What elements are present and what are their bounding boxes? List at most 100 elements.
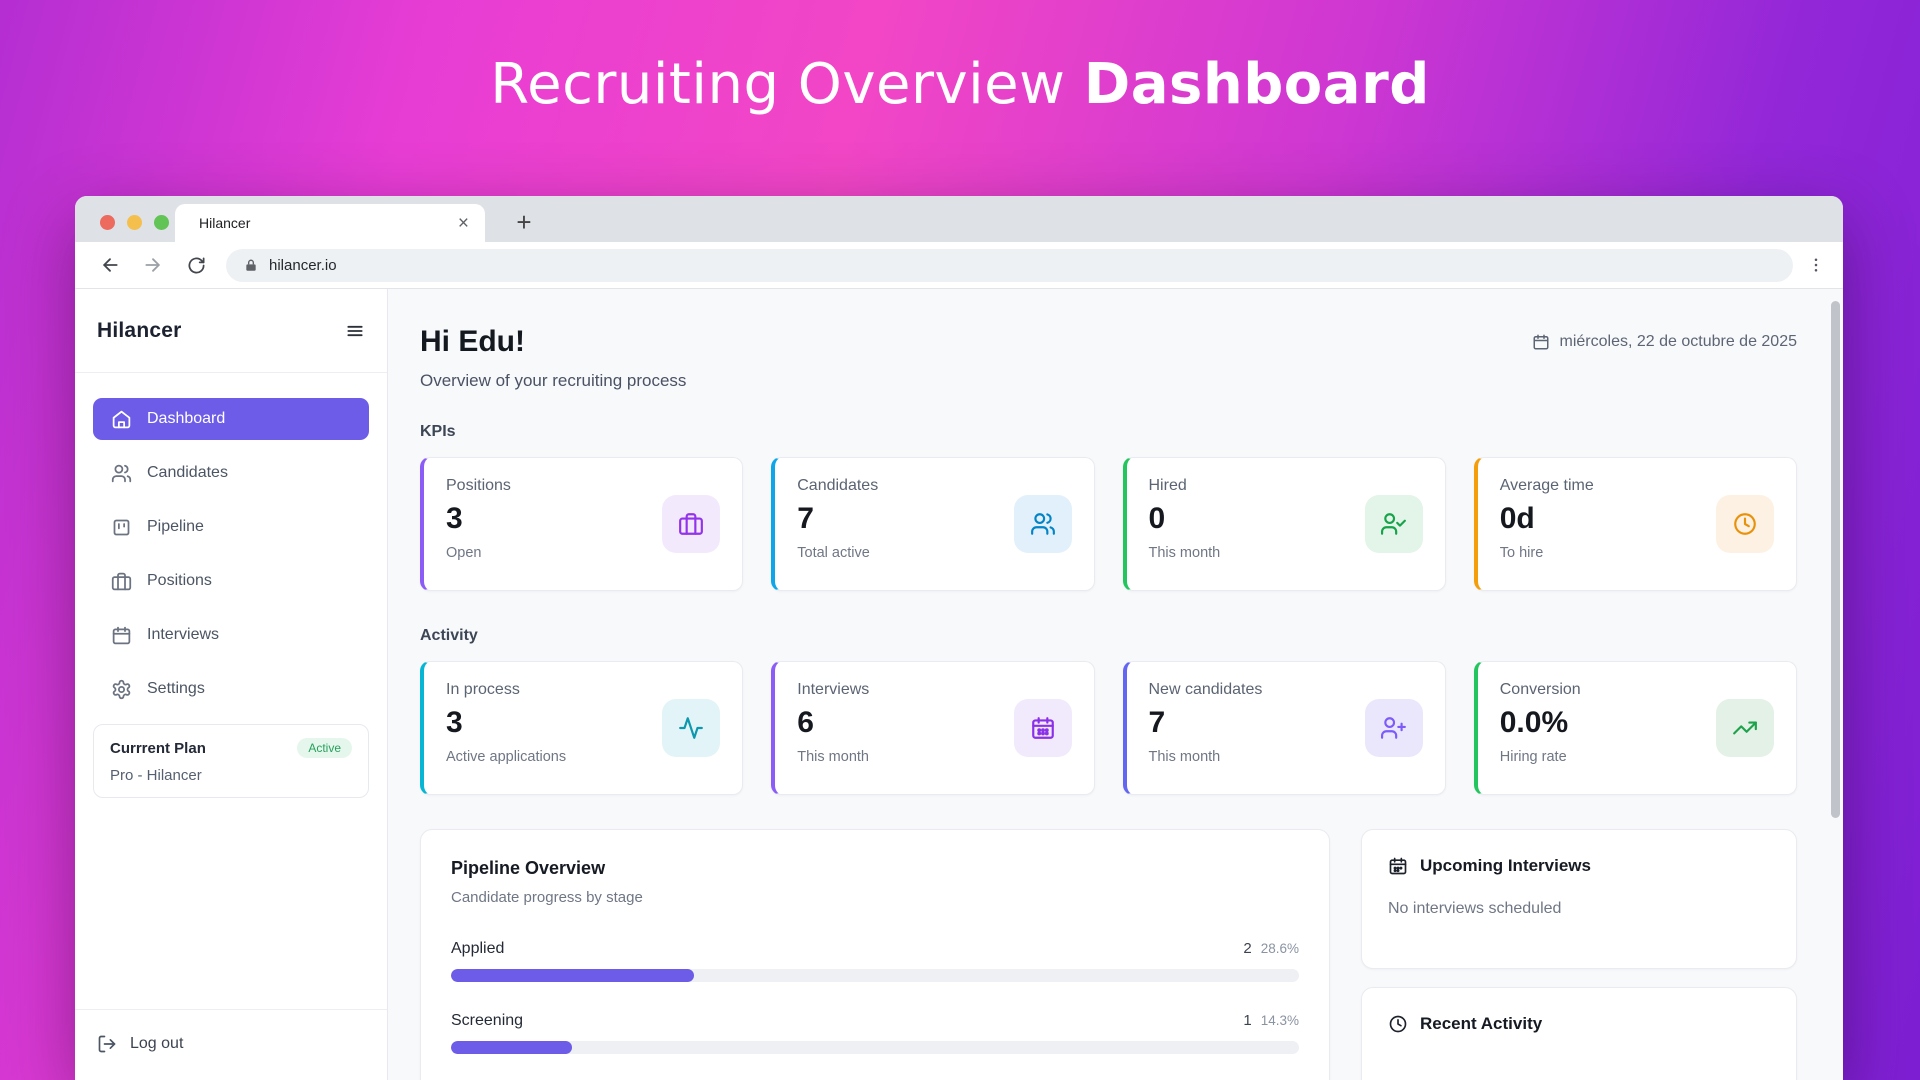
users-icon bbox=[111, 463, 132, 484]
progress-fill bbox=[451, 969, 694, 982]
sidebar-item-label: Pipeline bbox=[147, 518, 204, 535]
sidebar-header: Hilancer bbox=[75, 289, 387, 373]
back-icon[interactable] bbox=[93, 248, 127, 282]
card-subtitle: Open bbox=[446, 545, 482, 561]
activity-card-interviews: Interviews 6 This month bbox=[771, 661, 1095, 795]
kpis-section-label: KPIs bbox=[420, 423, 456, 440]
card-subtitle: This month bbox=[797, 749, 869, 765]
upcoming-interviews-title: Upcoming Interviews bbox=[1420, 856, 1591, 875]
hamburger-menu-icon[interactable] bbox=[345, 321, 365, 341]
stage-count: 2 bbox=[1243, 940, 1252, 957]
sidebar-item-label: Interviews bbox=[147, 626, 220, 643]
sidebar-item-label: Positions bbox=[147, 572, 212, 589]
card-value: 6 bbox=[797, 706, 814, 739]
card-subtitle: Hiring rate bbox=[1499, 749, 1567, 765]
stage-label: Applied bbox=[451, 940, 505, 957]
sidebar-item-candidates[interactable]: Candidates bbox=[93, 452, 369, 494]
main-content: Hi Edu! miércoles, 22 de octubre de 2025… bbox=[388, 289, 1843, 1080]
sidebar-item-label: Candidates bbox=[147, 464, 228, 481]
clock-icon bbox=[1716, 495, 1774, 553]
activity-cards-row: In process 3 Active applications Intervi… bbox=[420, 661, 1797, 795]
pipeline-overview-card: Pipeline Overview Candidate progress by … bbox=[420, 829, 1330, 1080]
close-tab-icon[interactable]: × bbox=[457, 212, 469, 234]
minimize-window-button[interactable] bbox=[127, 215, 142, 230]
user-check-icon bbox=[1364, 495, 1423, 553]
upcoming-interviews-card: Upcoming Interviews No interviews schedu… bbox=[1361, 829, 1797, 969]
pipeline-stage-screening: Screening 1 14.3% bbox=[451, 1012, 1299, 1054]
briefcase-icon bbox=[662, 495, 721, 553]
stage-label: Screening bbox=[451, 1012, 524, 1029]
card-subtitle: Active applications bbox=[446, 749, 567, 765]
stage-percent: 14.3% bbox=[1260, 1013, 1299, 1028]
briefcase-icon bbox=[111, 571, 132, 592]
sidebar-footer: Log out bbox=[75, 1009, 387, 1080]
user-plus-icon bbox=[1364, 699, 1423, 757]
card-title: Average time bbox=[1499, 477, 1594, 494]
card-value: 3 bbox=[446, 502, 463, 535]
forward-icon[interactable] bbox=[136, 248, 170, 282]
pipeline-title: Pipeline Overview bbox=[451, 858, 606, 878]
users-icon bbox=[1013, 495, 1072, 553]
date-text: miércoles, 22 de octubre de 2025 bbox=[1559, 333, 1797, 350]
activity-icon bbox=[662, 699, 721, 757]
page-title-regular: Recruiting Overview bbox=[490, 52, 1066, 117]
close-window-button[interactable] bbox=[100, 215, 115, 230]
no-interviews-text: No interviews scheduled bbox=[1388, 900, 1562, 917]
address-bar[interactable]: hilancer.io bbox=[226, 248, 1793, 282]
sidebar-item-positions[interactable]: Positions bbox=[93, 560, 369, 602]
card-value: 7 bbox=[797, 502, 814, 535]
recent-activity-title: Recent Activity bbox=[1420, 1014, 1543, 1033]
sidebar-item-label: Settings bbox=[147, 680, 205, 697]
zoom-window-button[interactable] bbox=[154, 215, 169, 230]
card-title: New candidates bbox=[1148, 681, 1263, 698]
scrollbar-thumb[interactable] bbox=[1831, 301, 1840, 818]
card-value: 0.0% bbox=[1499, 706, 1569, 739]
url-text: hilancer.io bbox=[269, 256, 337, 274]
logout-button[interactable]: Log out bbox=[97, 1034, 365, 1054]
brand-logo: Hilancer bbox=[97, 318, 182, 342]
clock-icon bbox=[1388, 1014, 1408, 1034]
kpi-card-hired: Hired 0 This month bbox=[1122, 457, 1446, 591]
window-controls bbox=[100, 215, 169, 230]
calendar-icon bbox=[111, 625, 132, 646]
sidebar-item-pipeline[interactable]: Pipeline bbox=[93, 506, 369, 548]
new-tab-button[interactable]: + bbox=[516, 206, 532, 237]
browser-window: Hilancer × + hilancer.io Hilance bbox=[75, 196, 1843, 1080]
activity-card-new-candidates: New candidates 7 This month bbox=[1122, 661, 1446, 795]
card-value: 3 bbox=[446, 706, 463, 739]
plan-name: Pro - Hilancer bbox=[110, 767, 202, 784]
activity-card-conversion: Conversion 0.0% Hiring rate bbox=[1473, 661, 1797, 795]
logout-icon bbox=[97, 1034, 117, 1054]
logout-label: Log out bbox=[130, 1035, 184, 1052]
card-title: Positions bbox=[446, 477, 511, 494]
browser-toolbar: hilancer.io bbox=[75, 242, 1843, 289]
pipeline-subtitle: Candidate progress by stage bbox=[451, 889, 643, 906]
card-title: Candidates bbox=[797, 477, 879, 494]
progress-track bbox=[451, 969, 1299, 982]
card-title: In process bbox=[446, 681, 520, 698]
kpi-card-candidates: Candidates 7 Total active bbox=[771, 457, 1095, 591]
pipeline-stage-applied: Applied 2 28.6% bbox=[451, 940, 1299, 982]
greeting-heading: Hi Edu! bbox=[420, 325, 525, 358]
current-plan-card: Currrent Plan Active Pro - Hilancer bbox=[93, 724, 369, 798]
calendar-icon bbox=[1532, 333, 1550, 351]
sidebar-item-dashboard[interactable]: Dashboard bbox=[93, 398, 369, 440]
card-value: 0d bbox=[1499, 502, 1535, 535]
browser-tab[interactable]: Hilancer × bbox=[175, 204, 485, 242]
progress-fill bbox=[451, 1041, 573, 1054]
activity-section-label: Activity bbox=[420, 627, 478, 644]
plan-status-badge: Active bbox=[297, 738, 352, 758]
sidebar-item-settings[interactable]: Settings bbox=[93, 668, 369, 710]
refresh-icon[interactable] bbox=[179, 248, 213, 282]
stage-percent: 28.6% bbox=[1260, 941, 1299, 956]
browser-tab-strip: Hilancer × + bbox=[75, 196, 1843, 242]
card-value: 0 bbox=[1148, 502, 1166, 535]
card-subtitle: Total active bbox=[797, 545, 870, 561]
recent-activity-card: Recent Activity bbox=[1361, 987, 1797, 1080]
card-subtitle: To hire bbox=[1499, 545, 1544, 561]
page-title: Recruiting Overview Dashboard bbox=[0, 52, 1920, 117]
kpi-card-average-time: Average time 0d To hire bbox=[1473, 457, 1797, 591]
sidebar-item-interviews[interactable]: Interviews bbox=[93, 614, 369, 656]
calendar-icon bbox=[1013, 699, 1072, 757]
browser-menu-icon[interactable] bbox=[1807, 256, 1825, 274]
